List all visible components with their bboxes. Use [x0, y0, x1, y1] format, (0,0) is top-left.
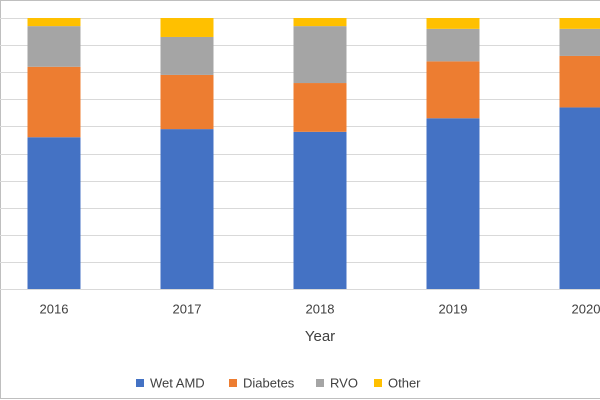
- bar-segment: [293, 83, 347, 132]
- bar-segment: [160, 129, 214, 289]
- bar-segment: [27, 26, 81, 67]
- legend-label: Wet AMD: [150, 375, 205, 390]
- bar-segment: [160, 74, 214, 130]
- x-tick-label: 2017: [173, 301, 202, 316]
- bar-segment: [293, 18, 347, 27]
- x-tick-label: 2018: [306, 301, 335, 316]
- bar-segment: [426, 28, 480, 62]
- bar-segment: [559, 55, 600, 108]
- bar-segment: [27, 137, 81, 289]
- bar-segment: [160, 36, 214, 75]
- bar-segment: [160, 18, 214, 37]
- x-tick-label: 2016: [40, 301, 69, 316]
- legend-swatch: [229, 379, 237, 387]
- bar-segment: [27, 66, 81, 138]
- x-tick-label: 2020: [572, 301, 600, 316]
- legend-label: Diabetes: [243, 375, 295, 390]
- bar-segment: [293, 26, 347, 84]
- bar-segment: [559, 18, 600, 29]
- bar-segment: [426, 18, 480, 29]
- legend-swatch: [136, 379, 144, 387]
- legend-swatch: [374, 379, 382, 387]
- x-tick-label: 2019: [439, 301, 468, 316]
- bar-segment: [559, 28, 600, 56]
- bar-segment: [27, 18, 81, 27]
- bar-segment: [426, 61, 480, 119]
- legend-label: RVO: [330, 375, 358, 390]
- bar-segment: [559, 107, 600, 290]
- bar-segment: [426, 118, 480, 290]
- x-axis-title: Year: [305, 328, 335, 345]
- legend-swatch: [316, 379, 324, 387]
- legend-label: Other: [388, 375, 421, 390]
- bar-segment: [293, 131, 347, 289]
